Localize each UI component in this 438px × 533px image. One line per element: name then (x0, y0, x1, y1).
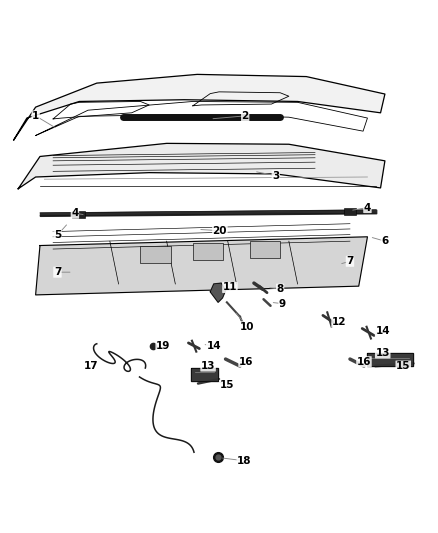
Bar (344, 207, 356, 215)
Text: 9: 9 (279, 298, 286, 309)
Bar (250, 241, 280, 258)
Text: 14: 14 (375, 326, 390, 336)
Text: 11: 11 (223, 282, 237, 293)
Text: 15: 15 (219, 380, 234, 390)
Text: 16: 16 (357, 357, 371, 367)
Text: 14: 14 (206, 341, 221, 351)
Bar (193, 244, 223, 260)
Text: 13: 13 (375, 348, 390, 358)
Text: 19: 19 (156, 341, 170, 351)
Polygon shape (14, 75, 385, 140)
Text: 12: 12 (332, 317, 346, 327)
Text: 4: 4 (364, 203, 371, 213)
Polygon shape (367, 353, 413, 366)
Text: 13: 13 (201, 361, 215, 371)
Text: 7: 7 (346, 256, 353, 266)
Polygon shape (191, 368, 218, 381)
Text: 17: 17 (84, 361, 99, 371)
Text: 16: 16 (239, 357, 253, 367)
Polygon shape (18, 143, 385, 189)
Text: 2: 2 (242, 111, 249, 121)
Bar (141, 246, 171, 263)
Text: 6: 6 (381, 236, 389, 246)
Text: 18: 18 (237, 456, 251, 466)
Text: 20: 20 (212, 225, 227, 236)
Text: 8: 8 (276, 284, 284, 294)
Text: 15: 15 (396, 361, 410, 371)
Text: 4: 4 (71, 208, 78, 218)
Text: 1: 1 (32, 111, 39, 121)
Polygon shape (210, 283, 226, 302)
Text: 7: 7 (54, 267, 61, 277)
Bar (72, 211, 85, 219)
Text: 3: 3 (272, 171, 279, 181)
Polygon shape (35, 237, 367, 295)
Text: 5: 5 (54, 230, 61, 240)
Text: 10: 10 (240, 322, 254, 332)
